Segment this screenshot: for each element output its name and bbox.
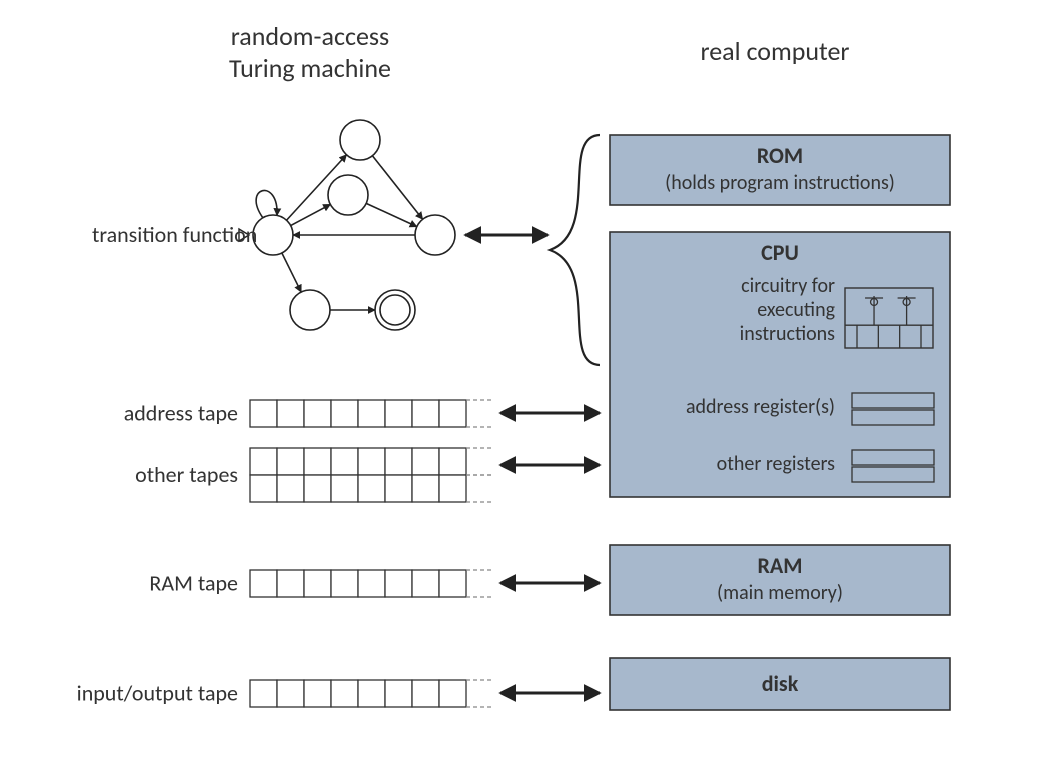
tape-label: input/output tape: [77, 680, 238, 707]
ram-sub: (main memory): [717, 581, 843, 605]
tape-cell: [385, 448, 412, 475]
tape-cell: [358, 680, 385, 707]
tape-label: address tape: [124, 400, 238, 427]
tape-cell: [439, 400, 466, 427]
tape-cell: [250, 400, 277, 427]
tape-cell: [439, 570, 466, 597]
brace-icon: [550, 135, 600, 365]
tape-cell: [358, 475, 385, 502]
tape-cell: [331, 400, 358, 427]
tape-cell: [412, 475, 439, 502]
tape-label: RAM tape: [149, 570, 238, 597]
tape-cell: [331, 475, 358, 502]
tape-cell: [277, 400, 304, 427]
disk-title: disk: [762, 670, 799, 697]
tape-cell: [304, 570, 331, 597]
graph-edge: [366, 203, 417, 226]
tape-cell: [412, 448, 439, 475]
tape-cell: [250, 475, 277, 502]
graph-node: [290, 290, 330, 330]
cpu-circuitry-label: circuitry for: [741, 274, 835, 298]
tape-cell: [358, 400, 385, 427]
tape-cell: [385, 400, 412, 427]
graph-self-loop: [256, 190, 277, 218]
tape-cell: [331, 680, 358, 707]
cpu-other-reg-label: other registers: [717, 452, 836, 476]
graph-node: [328, 175, 368, 215]
tape-cell: [250, 570, 277, 597]
tape-cell: [439, 680, 466, 707]
graph-node: [375, 290, 415, 330]
tape-cell: [277, 680, 304, 707]
graph-node: [340, 120, 380, 160]
tape-cell: [439, 475, 466, 502]
heading-left: random-access: [231, 20, 389, 52]
tape-cell: [304, 475, 331, 502]
tape-cell: [439, 448, 466, 475]
graph-node: [415, 215, 455, 255]
ram-title: RAM: [758, 552, 803, 579]
tape-cell: [412, 680, 439, 707]
tape-cell: [304, 400, 331, 427]
tape-cell: [331, 570, 358, 597]
heading-right: real computer: [701, 35, 850, 67]
tape-cell: [385, 680, 412, 707]
tape-cell: [412, 570, 439, 597]
cpu-circuitry-label: executing: [757, 298, 835, 322]
tape-cell: [277, 448, 304, 475]
diagram-canvas: random-accessTuring machine real computer…: [0, 0, 1064, 764]
graph-node: [253, 215, 293, 255]
rom-title: ROM: [757, 142, 803, 169]
graph-edge: [282, 253, 301, 292]
cpu-title: CPU: [761, 239, 799, 266]
tape-cell: [412, 400, 439, 427]
cpu-addr-reg-label: address register(s): [686, 395, 835, 419]
tape-label: other tapes: [135, 461, 238, 488]
tape-cell: [331, 448, 358, 475]
tape-cell: [304, 448, 331, 475]
tape-cell: [385, 570, 412, 597]
rom-sub: (holds program instructions): [665, 171, 895, 195]
tape-cell: [358, 570, 385, 597]
tape-cell: [277, 570, 304, 597]
heading-left: Turing machine: [229, 52, 391, 84]
tape-cell: [304, 680, 331, 707]
tape-cell: [277, 475, 304, 502]
tape-cell: [250, 448, 277, 475]
tape-cell: [250, 680, 277, 707]
tape-cell: [385, 475, 412, 502]
cpu-circuitry-label: instructions: [740, 322, 836, 346]
transition-function-label: transition function: [92, 221, 257, 248]
tape-cell: [358, 448, 385, 475]
graph-edge: [291, 204, 331, 225]
